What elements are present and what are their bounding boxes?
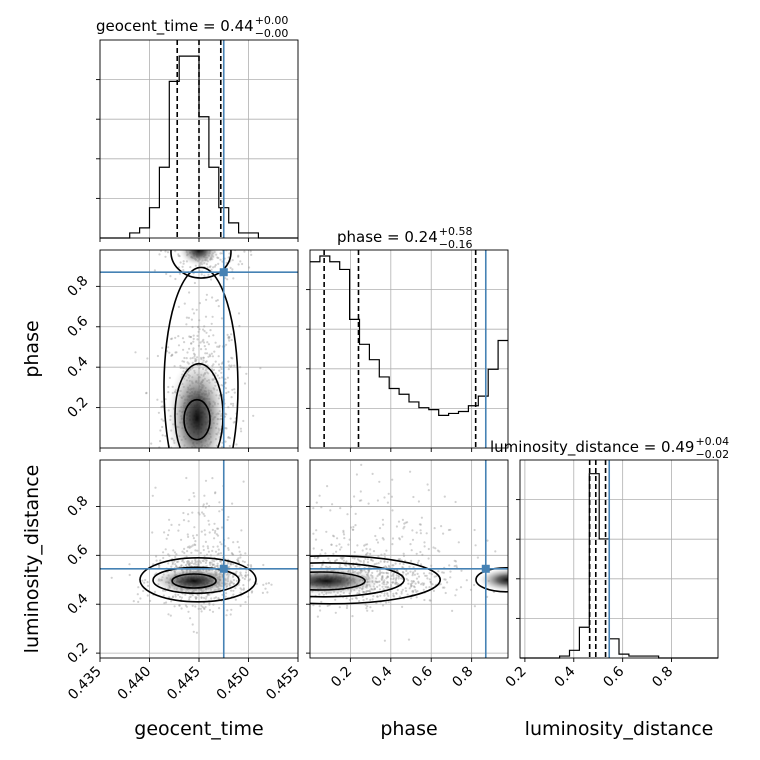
x-tick-label: 0.455 <box>263 664 303 704</box>
title-luminosity-distance-plus: +0.04 <box>695 435 729 448</box>
contour-right-phase-lum <box>475 566 508 593</box>
x-tick-label: 0.445 <box>164 664 204 704</box>
x-tick-label: 0.4 <box>369 663 396 690</box>
x-tick-label: 0.2 <box>328 664 355 691</box>
y-axis-label-phase: phase <box>21 320 43 377</box>
x-tick-label: 0.8 <box>649 664 676 691</box>
truth-marker <box>219 268 228 277</box>
panel-bg <box>310 250 508 448</box>
contour-outer-phase-lum <box>310 554 441 605</box>
title-phase-minus: −0.16 <box>439 238 473 251</box>
contour-inner-phase-lum <box>310 571 366 591</box>
contour-line <box>310 554 441 605</box>
title-luminosity-distance: luminosity_distance = 0.49 <box>490 438 694 457</box>
y-tick-label: 0.2 <box>64 394 91 421</box>
x-tick-label: 0.6 <box>409 663 436 690</box>
y-tick-label: 0.2 <box>64 640 91 667</box>
panel-frame <box>519 459 719 659</box>
title-phase-plus: +0.58 <box>439 225 473 238</box>
x-axis-label-luminosity-distance: luminosity_distance <box>525 718 714 740</box>
panel-frame <box>309 249 509 449</box>
x-tick-label: 0.450 <box>214 664 254 704</box>
density-blob <box>179 250 219 266</box>
x-tick-label: 0.435 <box>65 664 105 704</box>
x-axis-label-geocent-time: geocent_time <box>134 718 263 740</box>
y-tick-label: 0.6 <box>64 313 91 340</box>
y-tick-label: 0.4 <box>64 591 91 618</box>
contour-mid-phase-lum <box>310 561 405 598</box>
contour-outer-geocent-lum <box>139 556 257 603</box>
contour-line <box>475 566 508 593</box>
x-tick-label: 0.2 <box>503 664 530 691</box>
contour-line <box>139 556 257 603</box>
panel-bg <box>310 460 508 658</box>
contour-outer-geocent-phase <box>163 266 239 448</box>
x-axis-label-phase: phase <box>380 718 437 740</box>
title-geocent-time: geocent_time = 0.44 <box>96 17 254 36</box>
x-tick-label: 0.440 <box>115 664 155 704</box>
panel-bg <box>520 460 718 658</box>
contour-line <box>152 566 240 595</box>
y-tick-label: 0.8 <box>64 493 91 520</box>
contour-line <box>310 561 405 598</box>
contour-top-geocent-phase <box>170 250 232 279</box>
density-geocent-lum <box>152 567 237 595</box>
truth-marker <box>219 564 228 573</box>
contour-line <box>163 266 239 448</box>
y-tick-label: 0.4 <box>64 354 91 381</box>
contour-mid-geocent-lum <box>152 566 240 595</box>
title-geocent-time-minus: −0.00 <box>255 27 289 40</box>
title-geocent-time-plus: +0.00 <box>255 14 289 27</box>
contour-line <box>170 250 232 279</box>
y-tick-label: 0.8 <box>64 273 91 300</box>
title-luminosity-distance-minus: −0.02 <box>695 448 729 461</box>
x-tick-label: 0.6 <box>600 663 627 690</box>
contour-inner-geocent-lum <box>171 573 217 589</box>
x-tick-label: 0.4 <box>552 663 579 690</box>
contour-line <box>171 573 217 589</box>
y-tick-label: 0.6 <box>64 542 91 569</box>
x-tick-label: 0.8 <box>449 664 476 691</box>
density-phase-lum <box>310 567 382 595</box>
contour-line <box>183 398 211 441</box>
histogram-phase <box>310 255 508 416</box>
contour-inner-geocent-phase <box>183 398 211 441</box>
density-blob <box>310 567 382 595</box>
y-axis-label-luminosity-distance: luminosity_distance <box>21 465 43 654</box>
density-blob <box>152 567 237 595</box>
panel-frame <box>309 459 509 659</box>
density-geocent-phase-top <box>179 250 219 266</box>
contour-line <box>310 571 366 591</box>
title-phase: phase = 0.24 <box>337 228 438 246</box>
truth-marker <box>481 564 490 573</box>
